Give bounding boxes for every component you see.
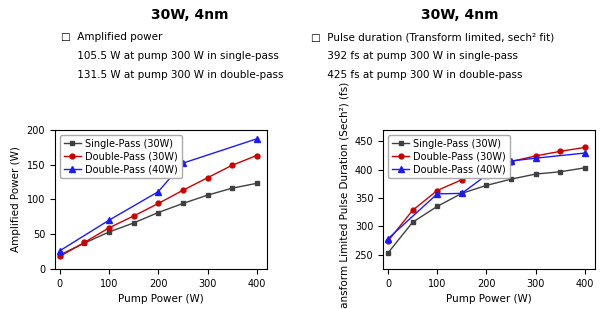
Single-Pass (30W)	[253, 181, 260, 185]
Single-Pass (30W)	[204, 193, 211, 197]
Double-Pass (40W)	[483, 173, 490, 177]
Double-Pass (40W)	[532, 156, 539, 160]
Double-Pass (30W)	[409, 209, 416, 212]
Text: 30W, 4nm: 30W, 4nm	[421, 8, 498, 22]
Single-Pass (30W)	[508, 177, 515, 181]
Double-Pass (40W)	[508, 159, 515, 163]
Double-Pass (40W)	[434, 192, 441, 196]
Text: 131.5 W at pump 300 W in double-pass: 131.5 W at pump 300 W in double-pass	[61, 70, 284, 79]
Single-Pass (30W)	[154, 211, 162, 214]
Double-Pass (30W)	[204, 176, 211, 180]
Line: Double-Pass (30W): Double-Pass (30W)	[57, 153, 259, 259]
Double-Pass (30W)	[106, 226, 113, 230]
Single-Pass (30W)	[384, 251, 392, 255]
Double-Pass (30W)	[384, 239, 392, 243]
Y-axis label: Amplified Power (W): Amplified Power (W)	[11, 146, 21, 252]
Single-Pass (30W)	[179, 201, 187, 205]
Double-Pass (30W)	[154, 201, 162, 205]
Double-Pass (30W)	[458, 178, 465, 182]
Double-Pass (30W)	[229, 163, 236, 167]
Text: □  Amplified power: □ Amplified power	[61, 32, 162, 42]
Double-Pass (30W)	[179, 188, 187, 192]
Line: Double-Pass (30W): Double-Pass (30W)	[386, 145, 587, 243]
Text: 392 fs at pump 300 W in single-pass: 392 fs at pump 300 W in single-pass	[311, 51, 518, 61]
Single-Pass (30W)	[532, 172, 539, 176]
Single-Pass (30W)	[130, 221, 137, 225]
Single-Pass (30W)	[557, 170, 564, 174]
Double-Pass (30W)	[532, 154, 539, 158]
Double-Pass (40W)	[581, 151, 589, 155]
Double-Pass (30W)	[81, 240, 88, 244]
Y-axis label: Transform Limited Pulse Duration (Sech²) (fs): Transform Limited Pulse Duration (Sech²)…	[339, 82, 349, 309]
Double-Pass (30W)	[130, 214, 137, 218]
Text: 105.5 W at pump 300 W in single-pass: 105.5 W at pump 300 W in single-pass	[61, 51, 279, 61]
Double-Pass (40W)	[253, 137, 260, 141]
Text: □  Pulse duration (Transform limited, sech² fit): □ Pulse duration (Transform limited, sec…	[311, 32, 554, 42]
Text: 425 fs at pump 300 W in double-pass: 425 fs at pump 300 W in double-pass	[311, 70, 523, 79]
Single-Pass (30W)	[581, 166, 589, 170]
Single-Pass (30W)	[81, 241, 88, 245]
Single-Pass (30W)	[56, 253, 63, 257]
Double-Pass (30W)	[434, 189, 441, 193]
Single-Pass (30W)	[229, 186, 236, 190]
Line: Double-Pass (40W): Double-Pass (40W)	[57, 136, 260, 254]
Double-Pass (40W)	[56, 249, 63, 253]
Line: Double-Pass (40W): Double-Pass (40W)	[385, 150, 588, 242]
Double-Pass (40W)	[154, 190, 162, 193]
Legend: Single-Pass (30W), Double-Pass (30W), Double-Pass (40W): Single-Pass (30W), Double-Pass (30W), Do…	[60, 135, 182, 178]
Double-Pass (40W)	[458, 192, 465, 195]
Double-Pass (30W)	[508, 160, 515, 163]
Double-Pass (40W)	[384, 237, 392, 241]
Double-Pass (30W)	[557, 150, 564, 153]
Double-Pass (40W)	[106, 218, 113, 222]
Double-Pass (40W)	[179, 161, 187, 165]
Legend: Single-Pass (30W), Double-Pass (30W), Double-Pass (40W): Single-Pass (30W), Double-Pass (30W), Do…	[388, 135, 510, 178]
Single-Pass (30W)	[106, 230, 113, 234]
Double-Pass (30W)	[483, 168, 490, 171]
Single-Pass (30W)	[483, 184, 490, 187]
X-axis label: Pump Power (W): Pump Power (W)	[446, 294, 532, 304]
Single-Pass (30W)	[409, 220, 416, 224]
Double-Pass (30W)	[253, 154, 260, 157]
Single-Pass (30W)	[434, 205, 441, 208]
Text: 30W, 4nm: 30W, 4nm	[151, 8, 229, 22]
Line: Single-Pass (30W): Single-Pass (30W)	[57, 181, 259, 257]
Single-Pass (30W)	[458, 192, 465, 195]
Double-Pass (30W)	[56, 255, 63, 258]
Double-Pass (30W)	[581, 146, 589, 149]
Line: Single-Pass (30W): Single-Pass (30W)	[386, 165, 587, 255]
X-axis label: Pump Power (W): Pump Power (W)	[118, 294, 204, 304]
